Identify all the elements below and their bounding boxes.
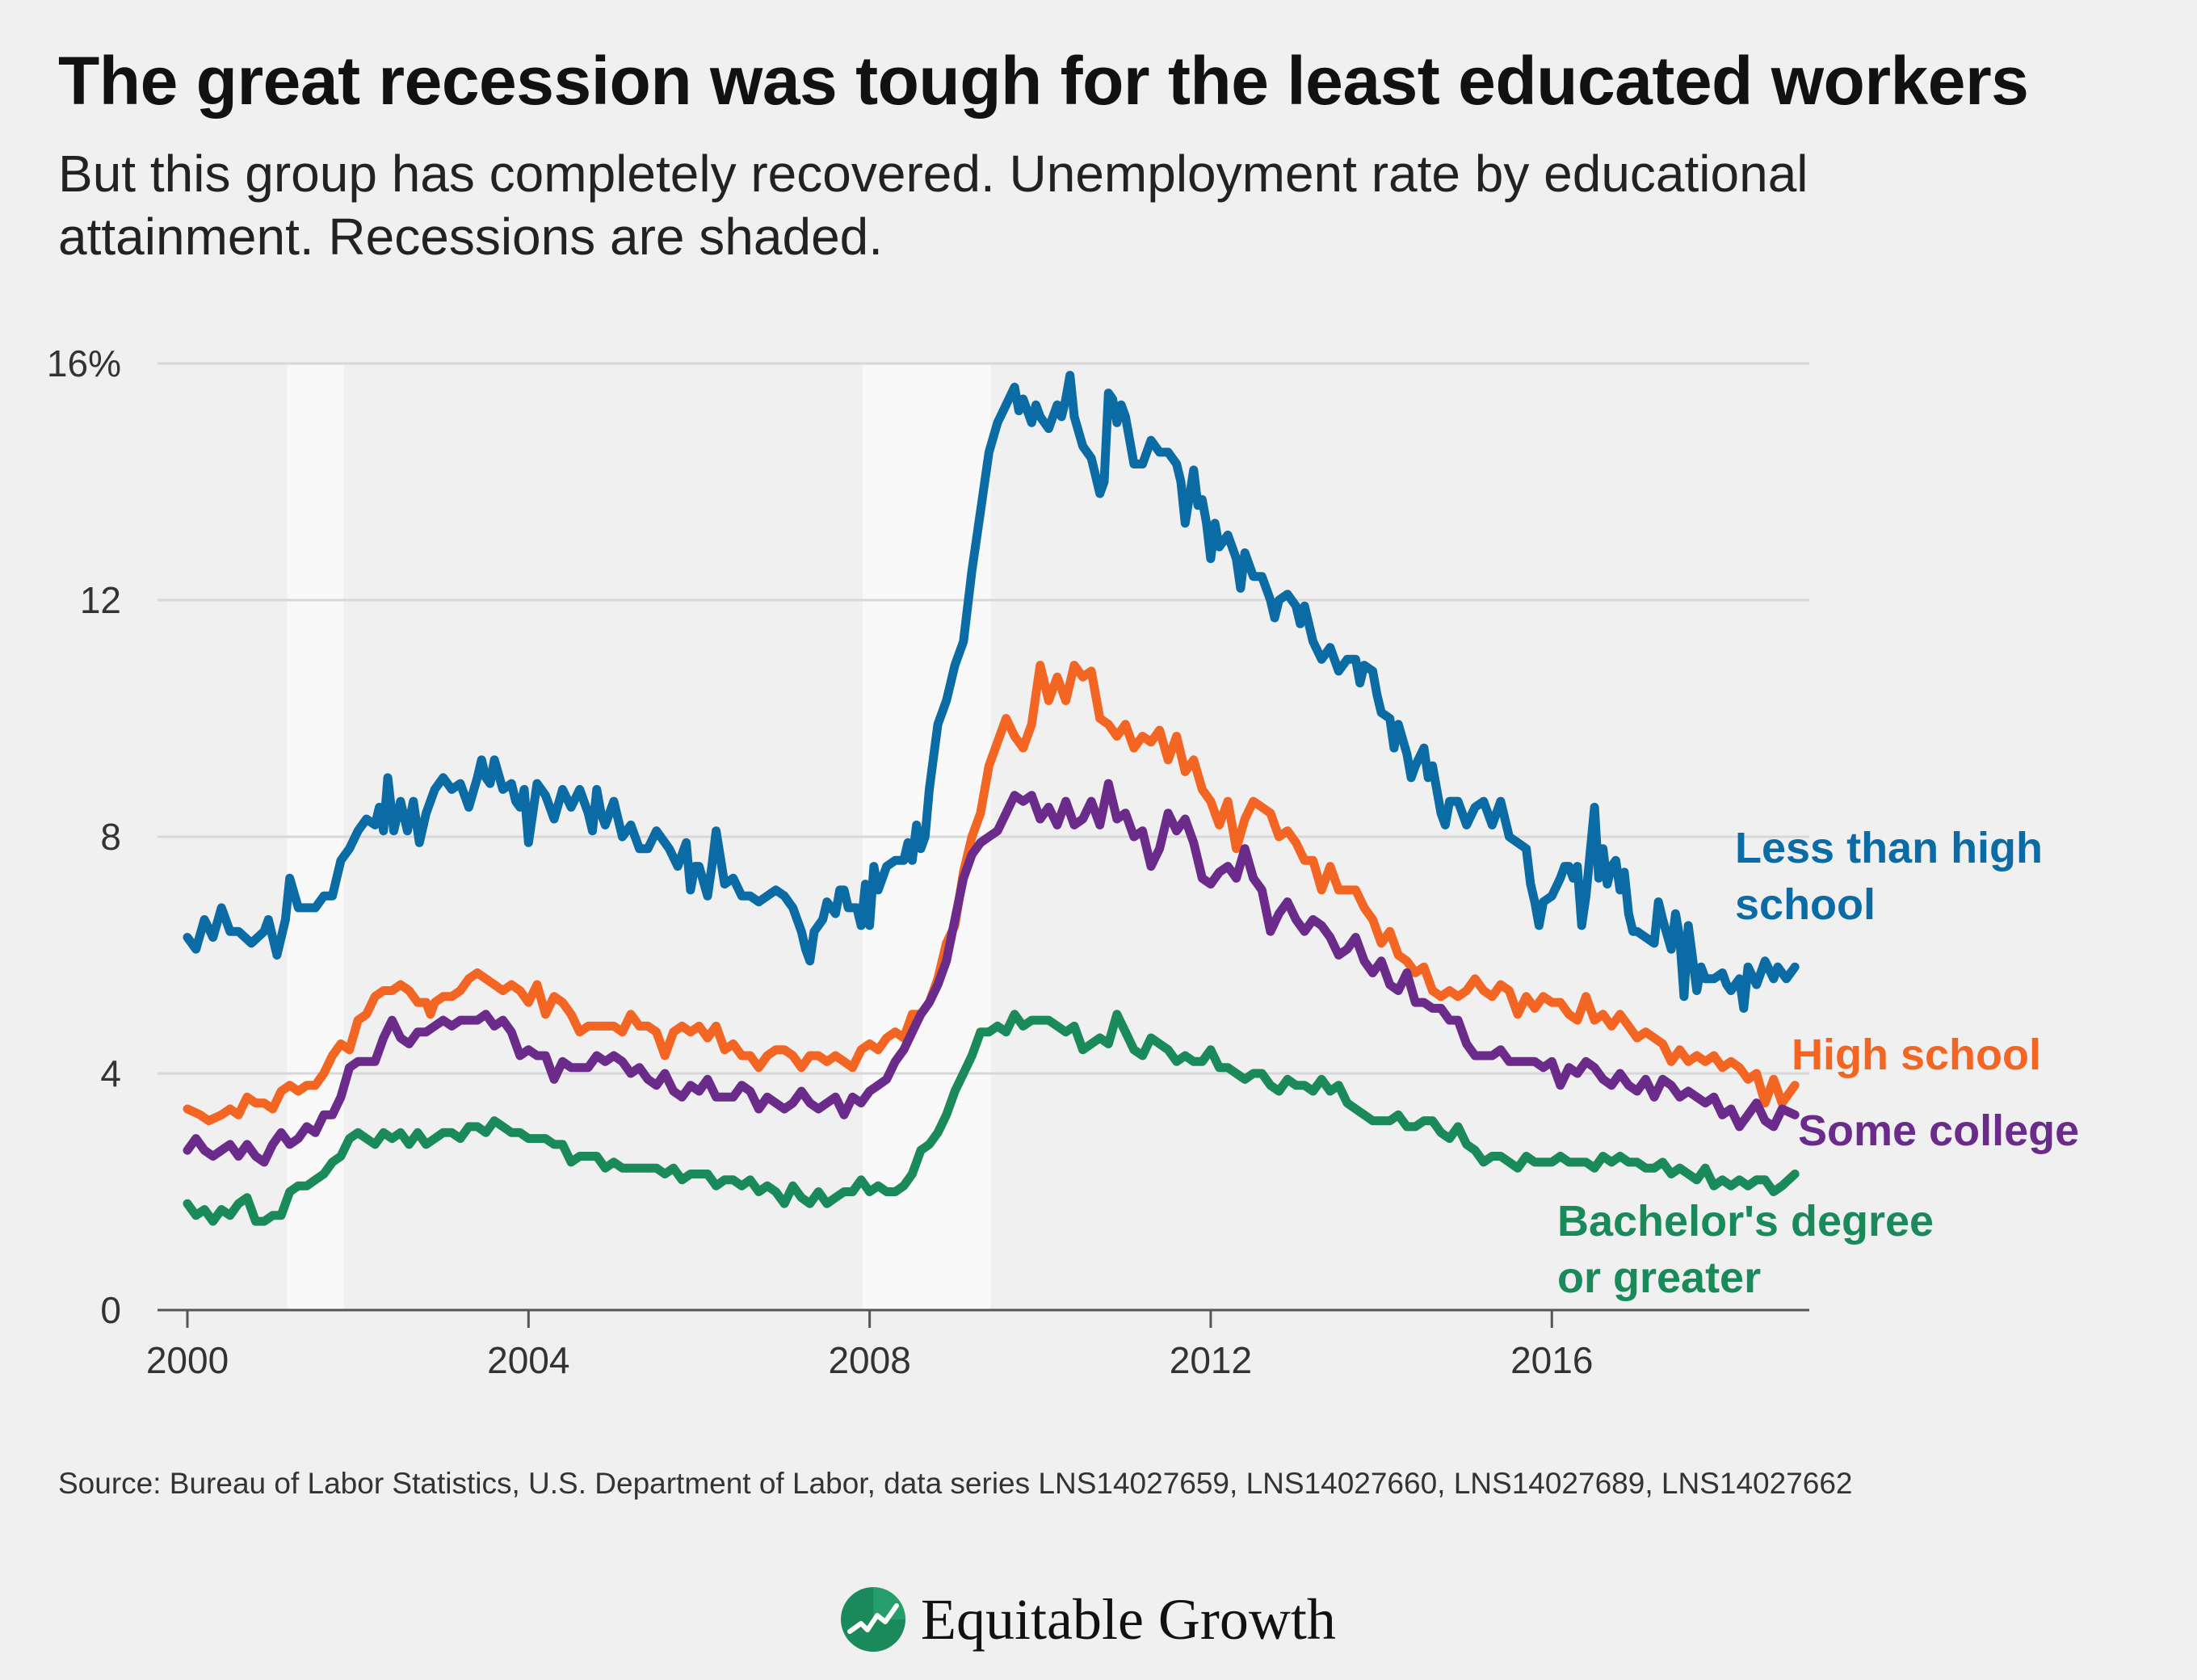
x-tick-label: 2012 [1170, 1339, 1252, 1381]
y-tick-label: 16% [47, 342, 121, 384]
series-label-line: school [1735, 880, 1876, 929]
series-line-some-college [183, 779, 1800, 1167]
series-lines [183, 371, 1800, 1226]
source-note: Source: Bureau of Labor Statistics, U.S.… [58, 1467, 1853, 1500]
logo-wordmark: Equitable Growth [921, 1586, 1336, 1652]
series-label-high-school: High school [1792, 1031, 2041, 1079]
x-tick-label: 2016 [1510, 1339, 1593, 1381]
series-label-line: Bachelor's degree [1557, 1197, 1934, 1245]
chart-title: The great recession was tough for the le… [58, 43, 2029, 119]
series-line-bachelor-s-degree-or-greater [183, 1010, 1800, 1226]
series-labels: Less than high school High school Some coll… [1557, 824, 2079, 1302]
line-chart: 0 4 8 12 16% 2000 2004 2008 2012 2016 Less than … [47, 342, 2079, 1381]
x-axis-ticks: 2000 2004 2008 2012 2016 [146, 1310, 1593, 1381]
x-tick-label: 2008 [828, 1339, 910, 1381]
y-tick-label: 0 [100, 1289, 121, 1331]
series-label-some-college: Some college [1798, 1107, 2079, 1155]
y-tick-label: 12 [80, 579, 121, 621]
series-label-line: Some college [1798, 1107, 2079, 1155]
y-tick-label: 8 [100, 816, 121, 858]
publisher-logo: Equitable Growth [840, 1583, 1336, 1656]
series-label-bachelor-s-degree-or-greater: Bachelor's degree or greater [1557, 1197, 1934, 1302]
growth-line-icon [841, 1587, 905, 1652]
series-label-line: Less than high [1735, 824, 2043, 872]
series-label-line: or greater [1557, 1254, 1761, 1302]
series-label-less-than-high-school: Less than high school [1735, 824, 2043, 929]
series-line-high-school [183, 661, 1800, 1126]
x-tick-label: 2004 [487, 1339, 569, 1381]
y-axis-ticks: 0 4 8 12 16% [47, 342, 121, 1331]
chart-subtitle: But this group has completely recovered.… [58, 145, 1808, 266]
y-tick-label: 4 [100, 1052, 121, 1094]
series-label-line: High school [1792, 1031, 2041, 1079]
x-tick-label: 2000 [146, 1339, 229, 1381]
series-line-less-than-high-school [183, 371, 1800, 1013]
